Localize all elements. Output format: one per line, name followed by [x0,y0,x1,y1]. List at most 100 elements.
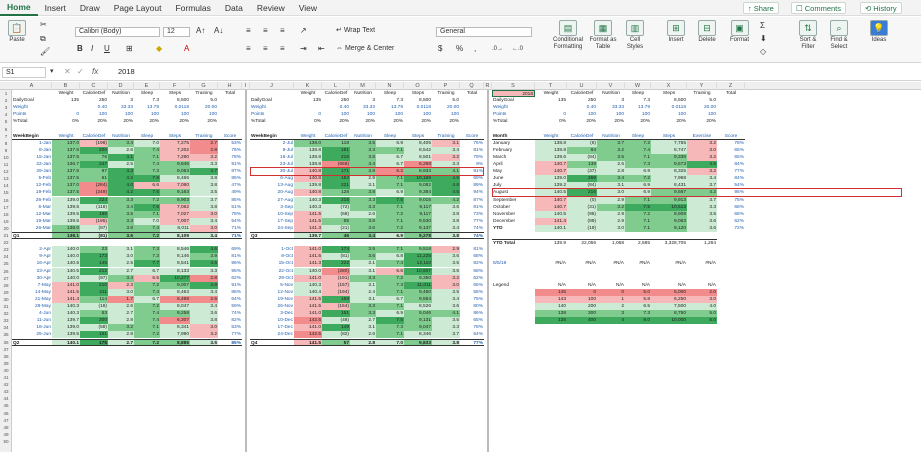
cell[interactable]: 3.1 [350,324,376,332]
row-header[interactable]: 35 [3,332,9,338]
cell[interactable]: 139.6 [535,153,567,161]
cell[interactable]: 224 [80,196,108,204]
cell[interactable]: 3.0 [190,324,218,332]
cell[interactable]: 3.3 [190,161,218,168]
cell[interactable]: 3.4 [432,224,460,232]
cell[interactable]: 20.00 [204,105,217,111]
cell[interactable]: 3.8 [432,210,460,218]
column-header[interactable]: T [535,82,567,90]
cell[interactable]: 141.5 [294,338,322,346]
increase-decimal-icon[interactable]: .0→ [492,46,504,52]
cell[interactable]: 20% [640,119,650,125]
cell[interactable]: 8,109 [160,232,190,239]
cell[interactable]: 12-Nov [277,289,293,295]
cell[interactable]: 68% [473,254,483,260]
cell[interactable]: 100 [366,112,375,118]
cell[interactable]: 7,007 [160,217,190,225]
cell[interactable]: WeekBegin [12,133,52,140]
cell[interactable]: 6.5 [625,303,651,310]
cell[interactable]: 19-Feb [35,190,51,196]
cell[interactable]: 7.1 [376,175,404,183]
cell[interactable]: Points [251,112,265,118]
cell[interactable]: 84% [734,176,744,182]
tab-insert[interactable]: Insert [44,2,66,13]
cell[interactable]: 250 [587,98,596,104]
cell[interactable]: 8,747 [651,146,687,154]
cell[interactable]: 114 [80,295,108,303]
cell[interactable]: 8,526 [404,303,432,310]
cell[interactable]: 0% [314,119,321,125]
cell[interactable]: Sleep [140,91,154,96]
cell[interactable]: Q4 [250,338,294,346]
cell[interactable]: 139.7 [294,232,322,239]
cell[interactable]: 3.3 [108,217,134,225]
cell[interactable]: Legend [493,282,510,288]
cell[interactable]: (19) [567,224,597,232]
cell[interactable]: January [493,140,511,146]
cell[interactable]: CalorieDef [80,133,108,140]
cell[interactable]: 1.7 [108,295,134,303]
cell[interactable]: 3 [621,98,624,104]
cell[interactable]: 20% [449,119,459,125]
cell[interactable]: 26-Nov [277,304,293,309]
cell[interactable]: 140.3 [52,310,80,318]
cell[interactable]: Nutrition [354,91,372,96]
column-header[interactable]: C [80,82,108,90]
cell[interactable]: 8,500 [673,98,686,104]
cell[interactable]: 3.7 [190,196,218,204]
cell[interactable]: 3.3 [190,267,218,275]
cell[interactable]: 3,328,705 [651,239,687,246]
cell[interactable]: 2-Apr [39,247,51,253]
cell[interactable]: 49% [231,190,241,196]
cell[interactable]: 65% [473,318,483,324]
cell[interactable]: 2.7 [350,317,376,325]
row-header[interactable]: 44 [3,396,9,402]
cell[interactable]: 7.3 [134,168,160,176]
cell[interactable]: 23 [80,246,108,254]
font-name-select[interactable]: Calibri (Body) [75,27,160,37]
indent-icon[interactable]: ⇥ [300,44,307,53]
cancel-icon[interactable]: ✕ [64,67,71,76]
cell[interactable]: 2.8 [350,338,376,346]
cell[interactable]: 161 [322,146,350,154]
align-center-icon[interactable]: ≡ [263,44,268,53]
cell[interactable]: June [493,176,504,182]
cell[interactable]: Weight [535,133,567,140]
cell[interactable]: 66% [473,282,483,288]
cell[interactable]: 10,277 [160,274,190,282]
cell[interactable]: 3.1 [108,246,134,254]
cell[interactable]: 5-Feb [38,176,51,182]
cell[interactable]: 8/5/19 [493,261,507,267]
cell[interactable]: 7.1 [625,196,651,204]
fill-icon[interactable]: ⬇ [760,34,767,43]
cell[interactable]: 139.9 [535,239,567,246]
row-header[interactable]: 2 [4,98,8,104]
cell[interactable]: 6.7 [376,153,404,161]
cell[interactable]: 4.5 [687,161,717,168]
cell[interactable]: 4.7 [190,168,218,176]
column-header[interactable]: G [190,82,218,90]
cell[interactable]: October [493,204,511,210]
cell[interactable]: Score [717,133,745,140]
cell[interactable]: 2.6 [597,161,625,168]
cell[interactable]: 79% [473,154,483,160]
cell[interactable]: 3.5 [350,153,376,161]
cell[interactable]: 139.7 [52,317,80,325]
cell[interactable]: 5.0 [452,98,459,104]
cell[interactable]: Steps [651,133,687,140]
cell[interactable]: Score [460,133,484,140]
cell[interactable]: 3.2 [432,153,460,161]
cell[interactable]: 138.0 [294,139,322,147]
cell[interactable]: 87% [473,197,483,203]
cell[interactable]: 2.9 [432,246,460,254]
cell[interactable]: 137.5 [52,168,80,176]
cell[interactable]: 8,341 [160,324,190,332]
tab-home[interactable]: Home [0,0,38,16]
cell[interactable]: 140.0 [52,274,80,282]
cell[interactable]: 15-Oct [278,261,293,267]
cell[interactable]: 9,646 [160,161,190,168]
column-header[interactable]: P [432,82,460,90]
cell[interactable]: 68% [473,268,483,274]
cell[interactable]: 3.4 [190,303,218,310]
cell[interactable]: 139.5 [52,203,80,211]
